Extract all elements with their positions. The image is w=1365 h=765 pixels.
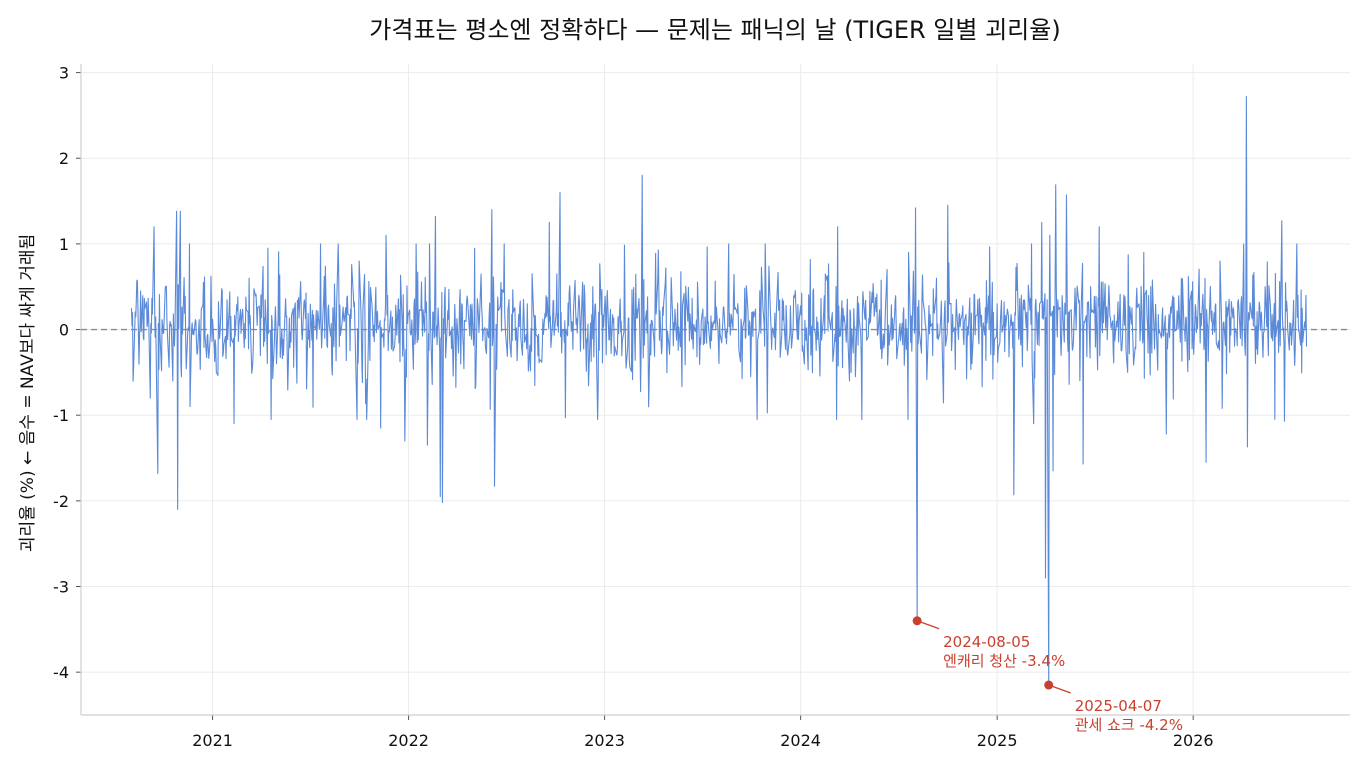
x-tick-label: 2024 [780, 731, 821, 750]
chart-title: 가격표는 평소엔 정확하다 — 문제는 패닉의 날 (TIGER 일별 괴리율) [369, 16, 1060, 44]
annotation-point [1044, 680, 1054, 690]
grid [81, 64, 1350, 715]
tick-labels: 3 2 1 0 -1 -2 -3 -4 2021 2022 2023 2024 2025 2026 [53, 64, 1214, 750]
x-tick-label: 2023 [584, 731, 625, 750]
axes [76, 64, 1350, 720]
y-tick-label: 3 [59, 64, 69, 83]
x-tick-label: 2025 [977, 731, 1018, 750]
y-tick-label: 2 [59, 149, 69, 168]
y-tick-label: 0 [59, 321, 69, 340]
x-tick-label: 2026 [1173, 731, 1214, 750]
annotation-label: 2025-04-07 [1075, 697, 1162, 715]
annotation-point [912, 616, 922, 626]
series-layer [130, 96, 1308, 686]
annotation-label: 엔캐리 청산 -3.4% [943, 652, 1065, 670]
y-tick-label: -1 [53, 406, 69, 425]
y-tick-label: -2 [53, 492, 69, 511]
series-line [130, 96, 1308, 686]
y-tick-label: -4 [53, 663, 69, 682]
x-tick-label: 2022 [388, 731, 429, 750]
annotation-label: 관세 쇼크 -4.2% [1075, 716, 1183, 734]
y-axis-label: 괴리율 (%) ← 음수 = NAV보다 싸게 거래됨 [18, 234, 38, 552]
y-tick-label: 1 [59, 235, 69, 254]
y-tick-label: -3 [53, 578, 69, 597]
x-tick-label: 2021 [192, 731, 233, 750]
annotation-label: 2024-08-05 [943, 633, 1030, 651]
